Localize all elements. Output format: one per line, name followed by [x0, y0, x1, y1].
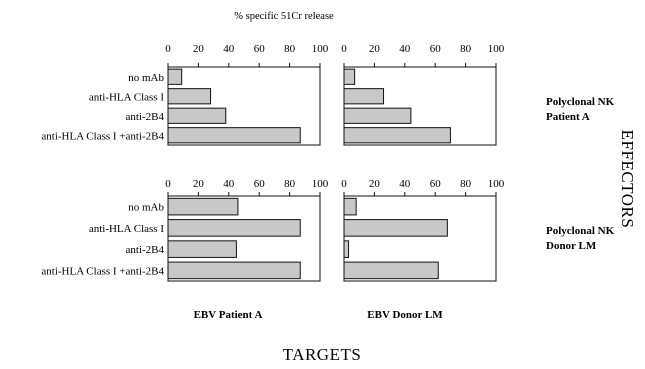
bar [167, 68, 183, 85]
x-tick-label: 0 [165, 43, 171, 55]
category-label: no mAb [128, 72, 164, 84]
x-tick-label: 100 [488, 178, 505, 190]
bar [343, 240, 350, 258]
x-tick-label: 0 [341, 178, 347, 190]
bar [343, 107, 412, 124]
bar [167, 219, 301, 237]
category-label: no mAb [128, 202, 164, 214]
row-label-2-line-2: Donor LM [546, 240, 597, 252]
category-label: anti-2B4 [126, 244, 165, 256]
x-tick-label: 60 [254, 43, 266, 55]
x-tick-label: 80 [284, 178, 296, 190]
x-tick-label: 40 [223, 43, 235, 55]
panel-4: 0 20 40 60 80 100 [341, 178, 505, 282]
category-label: anti-2B4 [126, 111, 165, 123]
bar [343, 197, 357, 216]
x-tick-label: 20 [193, 178, 205, 190]
x-tick-label: 20 [193, 43, 205, 55]
x-tick-label: 40 [399, 43, 411, 55]
x-tick-label: 60 [430, 43, 442, 55]
col-label-2: EBV Donor LM [367, 309, 443, 321]
bar [167, 107, 227, 124]
plot-frame [167, 66, 321, 146]
col-label-1: EBV Patient A [194, 309, 263, 321]
panels: 0 20 40 60 80 100 no mAb anti-HLA Class I anti-2… [41, 43, 505, 282]
x-tick-label: 20 [369, 43, 381, 55]
panel-3: 0 20 40 60 80 100 no mAb anti-HLA Class I anti-2… [41, 178, 329, 282]
x-tick-label: 40 [399, 178, 411, 190]
x-tick-label: 100 [312, 43, 329, 55]
plot-frame [343, 66, 497, 146]
row-label-1-line-1: Polyclonal NK [546, 96, 615, 108]
bar [167, 88, 212, 105]
bar [343, 68, 356, 85]
x-tick-label: 20 [369, 178, 381, 190]
category-label: anti-HLA Class I [89, 91, 164, 103]
panel-2: 0 20 40 60 80 100 [341, 43, 505, 146]
plot-frame [343, 195, 497, 282]
effectors-axis-title: EFFECTORS [618, 130, 637, 229]
targets-axis-title: TARGETS [283, 345, 362, 364]
bar [167, 261, 301, 280]
x-tick-label: 80 [284, 43, 296, 55]
x-tick-label: 40 [223, 178, 235, 190]
x-tick-label: 100 [312, 178, 329, 190]
x-tick-label: 100 [488, 43, 505, 55]
x-tick-label: 0 [165, 178, 171, 190]
category-label: anti-HLA Class I +anti-2B4 [41, 130, 164, 142]
bar [343, 219, 448, 237]
x-tick-label: 0 [341, 43, 347, 55]
bar [167, 127, 301, 144]
row-label-1-line-2: Patient A [546, 111, 590, 123]
bar [343, 127, 451, 144]
x-tick-label: 60 [430, 178, 442, 190]
bar [343, 88, 385, 105]
x-axis-title: % specific 51Cr release [234, 11, 334, 22]
bar [167, 197, 239, 216]
category-label: anti-HLA Class I +anti-2B4 [41, 265, 164, 277]
plot-frame [167, 195, 321, 282]
bar [167, 240, 237, 258]
x-tick-label: 80 [460, 178, 472, 190]
bar [343, 261, 439, 280]
x-tick-label: 80 [460, 43, 472, 55]
category-label: anti-HLA Class I [89, 223, 164, 235]
row-label-2-line-1: Polyclonal NK [546, 225, 615, 237]
x-tick-label: 60 [254, 178, 266, 190]
panel-1: 0 20 40 60 80 100 no mAb anti-HLA Class I anti-2… [41, 43, 329, 146]
